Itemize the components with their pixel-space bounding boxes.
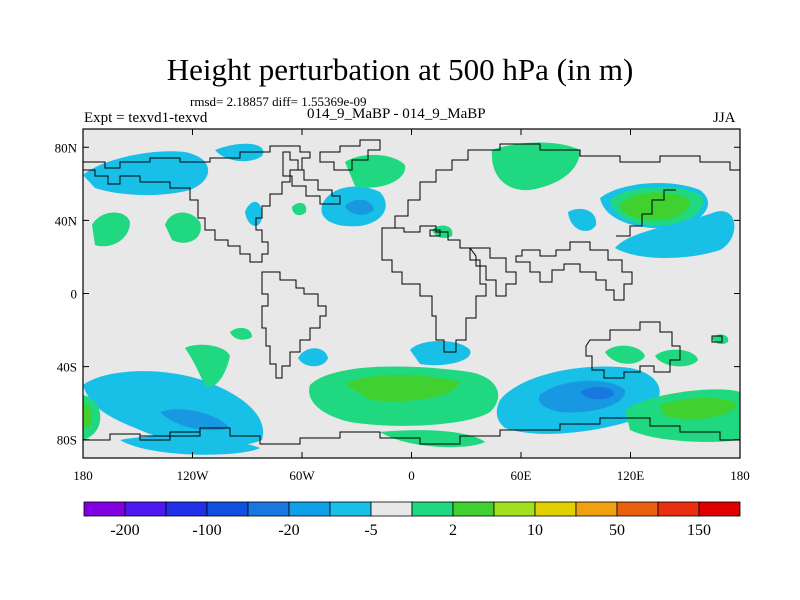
colorbar: -200 -100 -20 -5 2 10 50 150 xyxy=(83,501,741,539)
colorbar-swatch xyxy=(247,501,290,517)
coastline xyxy=(616,189,676,237)
y-axis-ticks: 80N 40N 0 40S 80S xyxy=(55,140,740,448)
anomaly-region xyxy=(215,143,264,162)
colorbar-label: -20 xyxy=(278,522,299,539)
coastline xyxy=(282,151,341,205)
anomaly-region xyxy=(245,201,262,226)
anomaly-region xyxy=(165,212,201,243)
anomaly-region xyxy=(298,348,328,367)
y-tick-label: 80N xyxy=(55,140,78,155)
coastline xyxy=(515,241,633,301)
anomaly-region xyxy=(380,430,485,448)
season-label: JJA xyxy=(713,110,736,126)
case-label: 014_9_MaBP - 014_9_MaBP xyxy=(307,106,486,122)
colorbar-swatch xyxy=(288,501,331,517)
coastline xyxy=(319,139,381,171)
colorbar-swatch xyxy=(698,501,741,517)
colorbar-label: 10 xyxy=(527,522,543,539)
colorbar-label: 50 xyxy=(609,522,625,539)
colorbar-swatch xyxy=(370,501,413,517)
colorbar-label: 2 xyxy=(449,522,457,539)
anomaly-region xyxy=(345,374,460,402)
anomaly-region xyxy=(660,397,738,420)
coastline xyxy=(382,143,740,229)
anomaly-region xyxy=(292,202,307,216)
coastline xyxy=(585,321,681,379)
colorbar-swatch xyxy=(124,501,167,517)
x-tick-label: 60E xyxy=(511,468,532,483)
anomaly-region xyxy=(605,345,645,364)
colorbar-swatch xyxy=(452,501,495,517)
anomaly-region xyxy=(160,409,230,431)
colorbar-swatch xyxy=(657,501,700,517)
anomaly-region xyxy=(345,154,406,188)
anomaly-region xyxy=(120,435,260,455)
anomaly-region xyxy=(410,341,471,366)
anomaly-region xyxy=(345,199,374,215)
anomaly-region xyxy=(655,349,698,367)
y-tick-label: 40S xyxy=(57,360,77,375)
coastline xyxy=(469,247,517,297)
colorbar-swatch xyxy=(165,501,208,517)
x-tick-label: 0 xyxy=(408,468,415,483)
plot-title: Height perturbation at 500 hPa (in m) xyxy=(166,52,634,87)
coastline xyxy=(83,417,740,445)
coastlines xyxy=(83,139,740,445)
x-tick-label: 180 xyxy=(730,468,750,483)
x-tick-label: 60W xyxy=(289,468,315,483)
colorbar-swatch xyxy=(411,501,454,517)
y-tick-label: 80S xyxy=(57,433,77,448)
coastline xyxy=(429,229,441,237)
colorbar-swatch xyxy=(493,501,536,517)
y-tick-label: 40N xyxy=(55,213,78,228)
anomaly-region xyxy=(568,208,597,232)
coastline xyxy=(381,225,487,353)
colorbar-label: -5 xyxy=(364,522,377,539)
x-tick-label: 180 xyxy=(73,468,93,483)
stats-line: rmsd= 2.18857 diff= 1.55369e-09 xyxy=(190,94,367,109)
x-axis-ticks: 180 120W 60W 0 60E 120E 180 xyxy=(73,129,750,483)
colorbar-label: -200 xyxy=(110,522,139,539)
colorbar-label: 150 xyxy=(687,522,711,539)
anomaly-region xyxy=(620,192,691,221)
colorbar-swatch xyxy=(575,501,618,517)
colorbar-swatch xyxy=(534,501,577,517)
anomaly-region xyxy=(615,211,735,258)
anomaly-region xyxy=(230,327,252,340)
anomaly-region xyxy=(83,402,92,428)
colorbar-swatch xyxy=(329,501,372,517)
anomaly-region xyxy=(92,212,130,247)
anomaly-region xyxy=(580,386,615,400)
anomaly-region xyxy=(491,142,580,191)
experiment-label: Expt = texvd1-texvd xyxy=(84,110,208,126)
colorbar-swatch xyxy=(83,501,126,517)
x-tick-label: 120E xyxy=(617,468,645,483)
coastline xyxy=(83,145,311,263)
anomaly-region xyxy=(185,344,230,387)
colorbar-swatch xyxy=(616,501,659,517)
coastline xyxy=(261,271,327,379)
colorbar-label: -100 xyxy=(192,522,221,539)
coastline xyxy=(139,430,201,440)
y-tick-label: 0 xyxy=(71,287,78,302)
coastline xyxy=(711,335,723,343)
colorbar-swatch xyxy=(206,501,249,517)
x-tick-label: 120W xyxy=(177,468,210,483)
